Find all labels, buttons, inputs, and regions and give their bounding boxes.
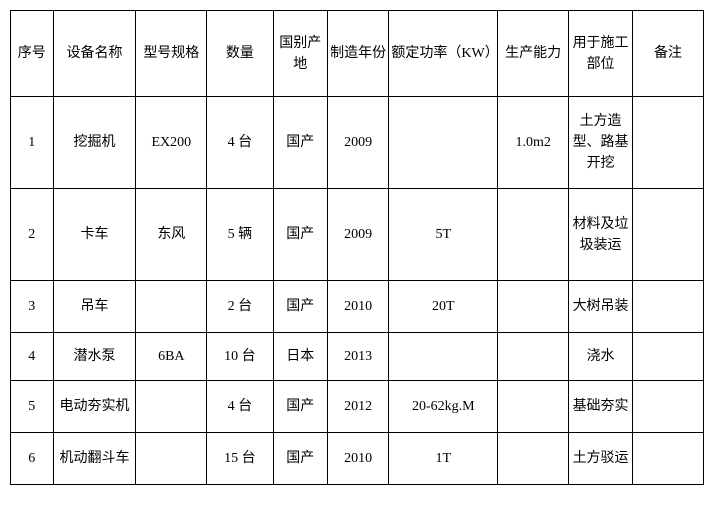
cell-year: 2010	[327, 281, 388, 333]
cell-remark	[633, 433, 704, 485]
cell-remark	[633, 381, 704, 433]
cell-model: 6BA	[136, 333, 207, 381]
cell-capacity	[498, 433, 569, 485]
cell-power: 5T	[389, 189, 498, 281]
col-header-qty: 数量	[207, 11, 273, 97]
cell-origin: 国产	[273, 97, 327, 189]
cell-capacity	[498, 189, 569, 281]
cell-name: 卡车	[53, 189, 136, 281]
col-header-year: 制造年份	[327, 11, 388, 97]
cell-capacity	[498, 333, 569, 381]
cell-seq: 6	[11, 433, 54, 485]
cell-qty: 4 台	[207, 97, 273, 189]
cell-use: 浇水	[569, 333, 633, 381]
col-header-power: 额定功率（KW）	[389, 11, 498, 97]
cell-power	[389, 333, 498, 381]
cell-name: 潜水泵	[53, 333, 136, 381]
cell-qty: 4 台	[207, 381, 273, 433]
cell-model	[136, 281, 207, 333]
cell-power: 20T	[389, 281, 498, 333]
cell-capacity	[498, 281, 569, 333]
col-header-seq: 序号	[11, 11, 54, 97]
cell-use: 土方驳运	[569, 433, 633, 485]
cell-model: EX200	[136, 97, 207, 189]
table-row: 5电动夯实机 4 台国产201220-62kg.M 基础夯实	[11, 381, 704, 433]
cell-seq: 4	[11, 333, 54, 381]
col-header-capacity: 生产能力	[498, 11, 569, 97]
cell-origin: 国产	[273, 281, 327, 333]
cell-qty: 5 辆	[207, 189, 273, 281]
cell-remark	[633, 97, 704, 189]
table-header: 序号 设备名称 型号规格 数量 国别产地 制造年份 额定功率（KW） 生产能力 …	[11, 11, 704, 97]
table-row: 3吊车 2 台国产201020T 大树吊装	[11, 281, 704, 333]
cell-origin: 日本	[273, 333, 327, 381]
cell-name: 挖掘机	[53, 97, 136, 189]
cell-seq: 1	[11, 97, 54, 189]
cell-use: 大树吊装	[569, 281, 633, 333]
cell-name: 吊车	[53, 281, 136, 333]
col-header-name: 设备名称	[53, 11, 136, 97]
cell-use: 基础夯实	[569, 381, 633, 433]
table-row: 6机动翻斗车 15 台国产20101T 土方驳运	[11, 433, 704, 485]
cell-power	[389, 97, 498, 189]
cell-qty: 10 台	[207, 333, 273, 381]
cell-seq: 5	[11, 381, 54, 433]
equipment-table: 序号 设备名称 型号规格 数量 国别产地 制造年份 额定功率（KW） 生产能力 …	[10, 10, 704, 485]
cell-model	[136, 433, 207, 485]
cell-model	[136, 381, 207, 433]
cell-use: 土方造型、路基开挖	[569, 97, 633, 189]
cell-remark	[633, 189, 704, 281]
cell-origin: 国产	[273, 433, 327, 485]
cell-power: 1T	[389, 433, 498, 485]
col-header-remark: 备注	[633, 11, 704, 97]
table-row: 2卡车东风5 辆国产20095T 材料及垃圾装运	[11, 189, 704, 281]
cell-year: 2010	[327, 433, 388, 485]
cell-year: 2009	[327, 189, 388, 281]
col-header-model: 型号规格	[136, 11, 207, 97]
cell-power: 20-62kg.M	[389, 381, 498, 433]
cell-qty: 15 台	[207, 433, 273, 485]
col-header-use: 用于施工部位	[569, 11, 633, 97]
table-row: 1挖掘机EX2004 台国产2009 1.0m2土方造型、路基开挖	[11, 97, 704, 189]
cell-origin: 国产	[273, 189, 327, 281]
cell-year: 2012	[327, 381, 388, 433]
cell-seq: 3	[11, 281, 54, 333]
cell-capacity: 1.0m2	[498, 97, 569, 189]
cell-capacity	[498, 381, 569, 433]
cell-origin: 国产	[273, 381, 327, 433]
cell-qty: 2 台	[207, 281, 273, 333]
cell-model: 东风	[136, 189, 207, 281]
cell-name: 电动夯实机	[53, 381, 136, 433]
cell-seq: 2	[11, 189, 54, 281]
cell-use: 材料及垃圾装运	[569, 189, 633, 281]
cell-name: 机动翻斗车	[53, 433, 136, 485]
cell-remark	[633, 333, 704, 381]
table-body: 1挖掘机EX2004 台国产20091.0m2土方造型、路基开挖2卡车东风5 辆…	[11, 97, 704, 485]
cell-remark	[633, 281, 704, 333]
cell-year: 2013	[327, 333, 388, 381]
table-row: 4潜水泵6BA10 台日本2013 浇水	[11, 333, 704, 381]
col-header-origin: 国别产地	[273, 11, 327, 97]
cell-year: 2009	[327, 97, 388, 189]
